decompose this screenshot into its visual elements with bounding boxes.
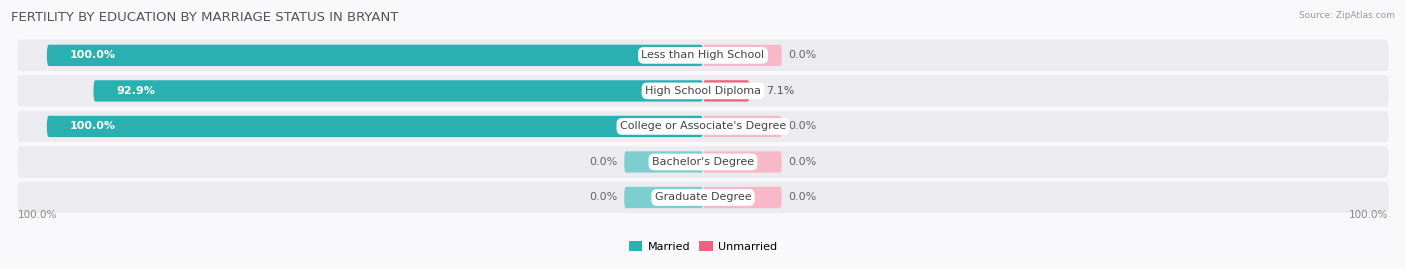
Text: 0.0%: 0.0%: [789, 121, 817, 132]
Text: 7.1%: 7.1%: [766, 86, 794, 96]
Text: 0.0%: 0.0%: [589, 157, 617, 167]
Text: 100.0%: 100.0%: [70, 121, 115, 132]
FancyBboxPatch shape: [46, 45, 703, 66]
FancyBboxPatch shape: [93, 80, 703, 102]
Text: Bachelor's Degree: Bachelor's Degree: [652, 157, 754, 167]
Text: FERTILITY BY EDUCATION BY MARRIAGE STATUS IN BRYANT: FERTILITY BY EDUCATION BY MARRIAGE STATU…: [11, 11, 399, 24]
FancyBboxPatch shape: [703, 151, 782, 173]
FancyBboxPatch shape: [703, 116, 782, 137]
Text: 0.0%: 0.0%: [589, 193, 617, 203]
Text: 0.0%: 0.0%: [789, 50, 817, 60]
FancyBboxPatch shape: [624, 187, 703, 208]
Text: 100.0%: 100.0%: [1350, 210, 1389, 220]
FancyBboxPatch shape: [17, 75, 1389, 107]
FancyBboxPatch shape: [17, 146, 1389, 178]
FancyBboxPatch shape: [703, 187, 782, 208]
Legend: Married, Unmarried: Married, Unmarried: [624, 237, 782, 256]
FancyBboxPatch shape: [46, 116, 703, 137]
Text: College or Associate's Degree: College or Associate's Degree: [620, 121, 786, 132]
FancyBboxPatch shape: [17, 111, 1389, 142]
Text: Less than High School: Less than High School: [641, 50, 765, 60]
FancyBboxPatch shape: [17, 40, 1389, 71]
Text: Source: ZipAtlas.com: Source: ZipAtlas.com: [1299, 11, 1395, 20]
FancyBboxPatch shape: [624, 151, 703, 173]
Text: 0.0%: 0.0%: [789, 193, 817, 203]
Text: 0.0%: 0.0%: [789, 157, 817, 167]
FancyBboxPatch shape: [703, 80, 749, 102]
Text: 100.0%: 100.0%: [17, 210, 56, 220]
Text: High School Diploma: High School Diploma: [645, 86, 761, 96]
FancyBboxPatch shape: [703, 45, 782, 66]
Text: 92.9%: 92.9%: [117, 86, 155, 96]
Text: 100.0%: 100.0%: [70, 50, 115, 60]
FancyBboxPatch shape: [17, 182, 1389, 213]
Text: Graduate Degree: Graduate Degree: [655, 193, 751, 203]
